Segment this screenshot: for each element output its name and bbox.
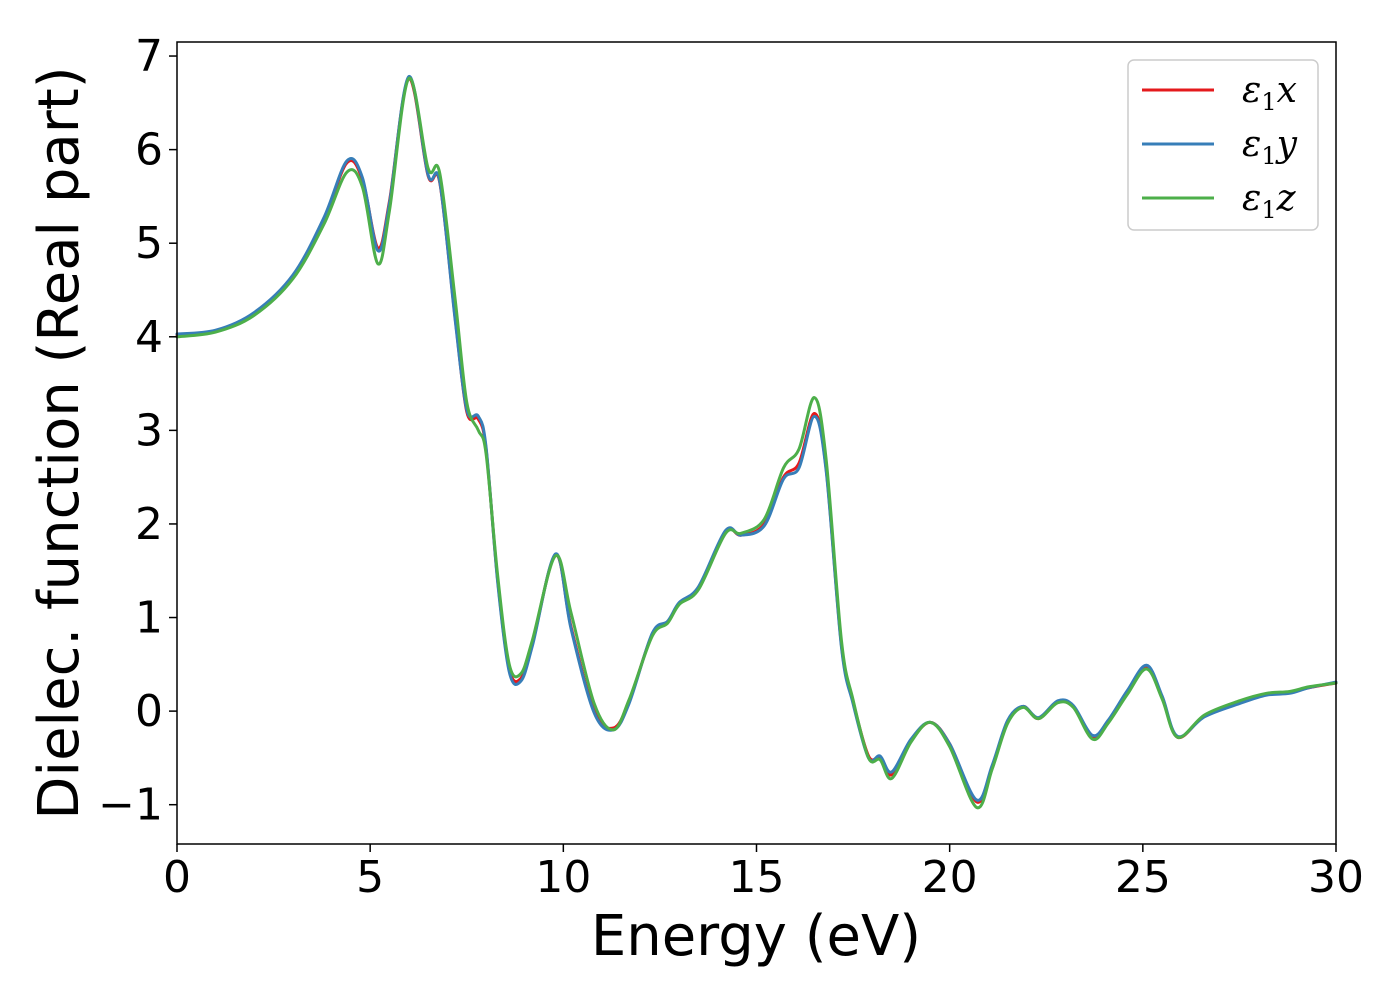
- x-tick-label: 25: [1115, 852, 1171, 903]
- legend-label-z: ε1z: [1242, 178, 1297, 224]
- y-tick-label: 3: [135, 405, 163, 456]
- y-axis-ticks: −1 0 1 2 3 4 5 6 7: [98, 31, 177, 831]
- legend-items: ε1x ε1y ε1z: [1142, 70, 1298, 224]
- x-axis-label: Energy (eV): [591, 904, 921, 969]
- x-tick-label: 30: [1308, 852, 1364, 903]
- x-axis-ticks: 0 5 10 15 20 25 30: [163, 844, 1364, 903]
- y-tick-label: 4: [135, 312, 163, 363]
- x-tick-label: 0: [163, 852, 191, 903]
- x-tick-label: 10: [535, 852, 591, 903]
- legend: ε1x ε1y ε1z: [1127, 59, 1319, 231]
- y-tick-label: 5: [135, 218, 163, 269]
- x-tick-label: 20: [922, 852, 978, 903]
- legend-label-x: ε1x: [1242, 70, 1297, 116]
- series-layer: [175, 75, 1338, 810]
- y-axis-label: Dielec. function (Real part): [27, 66, 92, 819]
- x-tick-label: 15: [729, 852, 785, 903]
- y-tick-label: 0: [135, 686, 163, 737]
- y-tick-label: 7: [135, 31, 163, 82]
- y-tick-label: 2: [135, 499, 163, 550]
- series-line-y: [175, 75, 1338, 802]
- legend-box: [1127, 59, 1319, 231]
- series-line-z: [175, 76, 1338, 810]
- y-tick-label: 1: [135, 593, 163, 644]
- y-tick-label: 6: [135, 125, 163, 176]
- legend-label-y: ε1y: [1242, 124, 1298, 170]
- x-tick-label: 5: [356, 852, 384, 903]
- y-tick-label: −1: [98, 780, 163, 831]
